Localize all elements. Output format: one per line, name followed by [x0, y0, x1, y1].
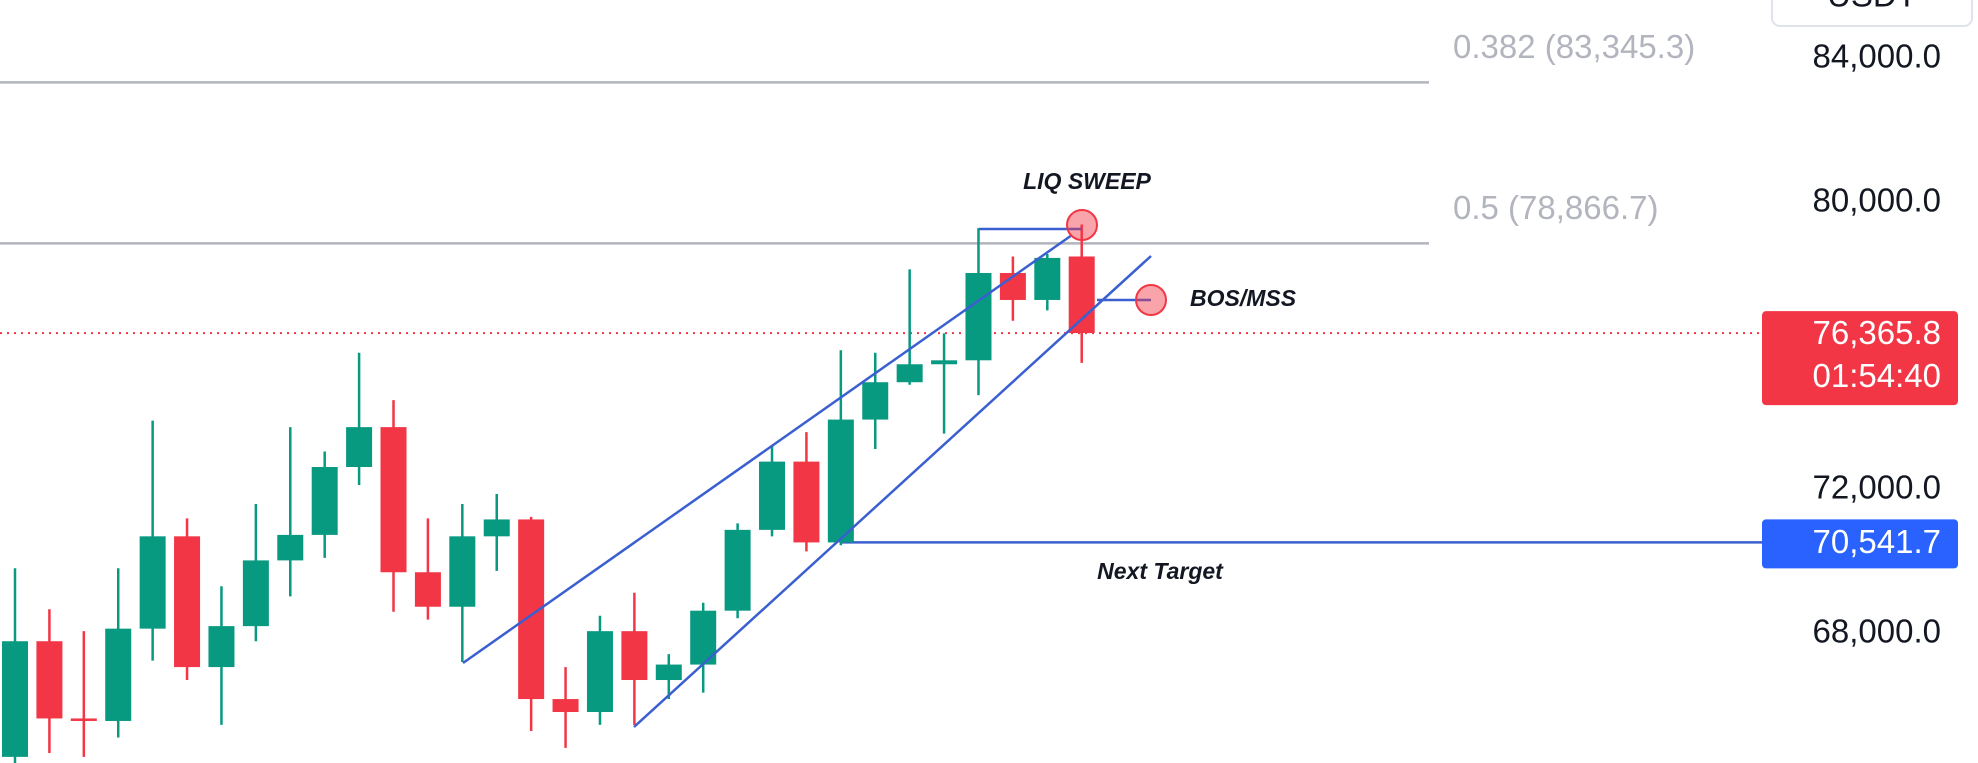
currency: USDT: [1827, 0, 1917, 14]
candle-body: [346, 427, 373, 467]
bos-marker: [1135, 284, 1167, 316]
countdown: 01:54:40: [1813, 357, 1941, 394]
sweep-marker: [1066, 209, 1098, 241]
candle-body: [655, 664, 682, 681]
candle-body: [724, 529, 751, 611]
candle-body: [380, 427, 407, 573]
candle-body: [759, 461, 786, 530]
candle-body: [586, 631, 613, 712]
target-label: 70,541.7: [1813, 523, 1941, 560]
annotation: LIQ SWEEP: [1023, 168, 1151, 194]
target-box: [1762, 519, 1958, 569]
candle-body: [174, 536, 201, 668]
candle-body: [70, 718, 97, 721]
candle-body: [862, 382, 889, 420]
candle-body: [931, 360, 958, 365]
candle-body: [2, 641, 28, 757]
y-tick-label: 84,000.0: [1813, 38, 1941, 75]
candle-body: [449, 536, 476, 607]
y-tick-label: 72,000.0: [1813, 469, 1941, 506]
candle-body: [139, 536, 166, 629]
trend-drawings: [462, 227, 1152, 728]
y-tick-label: 68,000.0: [1813, 612, 1941, 649]
candle-body: [896, 364, 923, 383]
candles: [2, 224, 1095, 763]
fib-label: 0.5 (78,866.7): [1453, 189, 1658, 226]
background-layer: 0.382 (83,345.3) 0.5 (78,866.7): [0, 28, 1762, 763]
channel-line: [462, 233, 1073, 665]
candle-body: [552, 699, 579, 712]
candle-body: [965, 273, 992, 361]
candle-body: [208, 626, 235, 668]
candle-body: [483, 519, 510, 537]
fib-label: 0.382 (83,345.3): [1453, 28, 1695, 65]
y-tick-label: 80,000.0: [1813, 181, 1941, 218]
candle-body: [414, 572, 441, 607]
candle-body: [827, 419, 854, 543]
last-price-box: [1762, 311, 1958, 406]
candle-body: [277, 534, 304, 561]
candle-body: [36, 641, 63, 719]
last-price-label: 76,365.8: [1813, 314, 1941, 351]
candle-body: [105, 628, 132, 721]
candle-body: [242, 560, 269, 627]
candle-body: [793, 461, 820, 543]
annotation: BOS/MSS: [1190, 285, 1297, 311]
currency-box[interactable]: [1771, 0, 1973, 27]
candle-body: [311, 466, 338, 535]
channel-line: [633, 255, 1152, 728]
annotation: Next Target: [1097, 558, 1224, 584]
candle-body: [621, 631, 648, 681]
candle-body: [1034, 257, 1061, 300]
candle-body: [1068, 256, 1095, 334]
